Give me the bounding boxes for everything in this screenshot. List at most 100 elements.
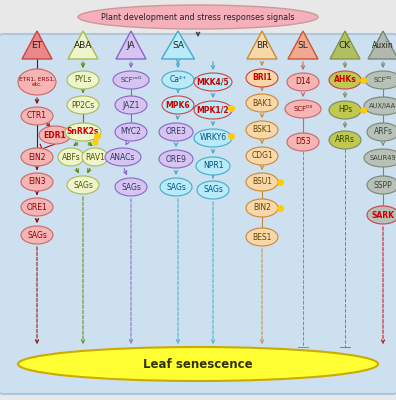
Ellipse shape [113, 71, 149, 89]
Text: ABA: ABA [74, 40, 92, 50]
Text: MPK6: MPK6 [166, 100, 190, 110]
Ellipse shape [367, 176, 396, 194]
Text: MYC2: MYC2 [120, 128, 141, 136]
Text: SAGs: SAGs [27, 230, 47, 240]
Text: BSK1: BSK1 [252, 126, 272, 134]
Ellipse shape [159, 123, 193, 141]
Ellipse shape [67, 71, 99, 89]
Text: Ca²⁺: Ca²⁺ [169, 76, 187, 84]
Ellipse shape [364, 97, 396, 115]
Text: JAZ1: JAZ1 [122, 100, 140, 110]
Text: Plant development and stress responses signals: Plant development and stress responses s… [101, 12, 295, 22]
Polygon shape [330, 31, 360, 59]
Text: RAV1: RAV1 [85, 152, 105, 162]
Polygon shape [22, 31, 52, 59]
Text: ABFs: ABFs [62, 152, 80, 162]
Ellipse shape [246, 199, 278, 217]
Text: ORE3: ORE3 [166, 128, 187, 136]
Ellipse shape [329, 71, 361, 89]
Ellipse shape [162, 71, 194, 89]
Text: SCFᴰ³: SCFᴰ³ [293, 106, 312, 112]
Text: SARK: SARK [371, 210, 394, 220]
Ellipse shape [246, 147, 278, 165]
Ellipse shape [194, 101, 232, 119]
Ellipse shape [21, 107, 53, 125]
Ellipse shape [65, 123, 101, 141]
Text: BES1: BES1 [252, 232, 272, 242]
Text: BRI1: BRI1 [252, 74, 272, 82]
Ellipse shape [365, 71, 396, 89]
Text: D53: D53 [295, 138, 311, 146]
Polygon shape [68, 31, 98, 59]
Text: ANACs: ANACs [110, 152, 136, 162]
Text: SL: SL [298, 40, 308, 50]
Text: EIN2: EIN2 [28, 152, 46, 162]
Ellipse shape [21, 226, 53, 244]
Ellipse shape [194, 129, 232, 147]
Text: ARFs: ARFs [373, 128, 392, 136]
Text: JA: JA [127, 40, 135, 50]
Text: SAGs: SAGs [73, 180, 93, 190]
Ellipse shape [82, 148, 108, 166]
Ellipse shape [246, 69, 278, 87]
Text: MKK4/5: MKK4/5 [197, 78, 229, 86]
Ellipse shape [115, 178, 147, 196]
Ellipse shape [18, 347, 378, 381]
Text: EIN3: EIN3 [28, 178, 46, 186]
Text: Auxin: Auxin [372, 40, 394, 50]
Text: SAGs: SAGs [121, 182, 141, 192]
Text: BAK1: BAK1 [252, 98, 272, 108]
Text: NPR1: NPR1 [203, 162, 223, 170]
Text: ORE1: ORE1 [27, 202, 48, 212]
Text: CTR1: CTR1 [27, 112, 47, 120]
Ellipse shape [67, 96, 99, 114]
Ellipse shape [21, 173, 53, 191]
Text: SnRK2s: SnRK2s [67, 128, 99, 136]
Ellipse shape [246, 121, 278, 139]
Ellipse shape [287, 133, 319, 151]
Polygon shape [368, 31, 396, 59]
Text: BSU1: BSU1 [252, 178, 272, 186]
Ellipse shape [197, 181, 229, 199]
Ellipse shape [21, 198, 53, 216]
Text: D14: D14 [295, 78, 311, 86]
Text: HPs: HPs [338, 106, 352, 114]
Polygon shape [116, 31, 146, 59]
Text: SAGs: SAGs [166, 182, 186, 192]
Text: ETR1, ERS1,
etc.: ETR1, ERS1, etc. [19, 77, 55, 87]
Text: SCFᴵᴵᴵ¹: SCFᴵᴵᴵ¹ [374, 77, 392, 83]
Text: CDG1: CDG1 [251, 152, 273, 160]
Ellipse shape [367, 206, 396, 224]
Text: EDR1: EDR1 [44, 130, 67, 140]
Text: BIN2: BIN2 [253, 204, 271, 212]
Text: SA: SA [172, 40, 184, 50]
Text: SSPP: SSPP [373, 180, 392, 190]
Text: SAUR49: SAUR49 [370, 155, 396, 161]
Ellipse shape [162, 96, 194, 114]
Ellipse shape [160, 178, 192, 196]
FancyBboxPatch shape [0, 34, 396, 394]
Ellipse shape [159, 150, 193, 168]
Polygon shape [247, 31, 277, 59]
Text: ARRs: ARRs [335, 136, 355, 144]
Ellipse shape [364, 149, 396, 167]
Ellipse shape [285, 100, 321, 118]
Text: Leaf senescence: Leaf senescence [143, 358, 253, 370]
Ellipse shape [194, 73, 232, 91]
Polygon shape [162, 31, 194, 59]
Text: SAGs: SAGs [203, 186, 223, 194]
Text: ORE9: ORE9 [166, 154, 187, 164]
Ellipse shape [21, 148, 53, 166]
Text: MPK1/2: MPK1/2 [197, 106, 229, 114]
Ellipse shape [196, 157, 230, 175]
Ellipse shape [78, 5, 318, 29]
Text: CK: CK [339, 40, 351, 50]
Ellipse shape [58, 148, 84, 166]
Ellipse shape [367, 123, 396, 141]
Ellipse shape [329, 101, 361, 119]
Ellipse shape [39, 126, 71, 144]
Ellipse shape [246, 173, 278, 191]
Ellipse shape [287, 73, 319, 91]
Text: PP2Cs: PP2Cs [71, 100, 95, 110]
Ellipse shape [67, 176, 99, 194]
